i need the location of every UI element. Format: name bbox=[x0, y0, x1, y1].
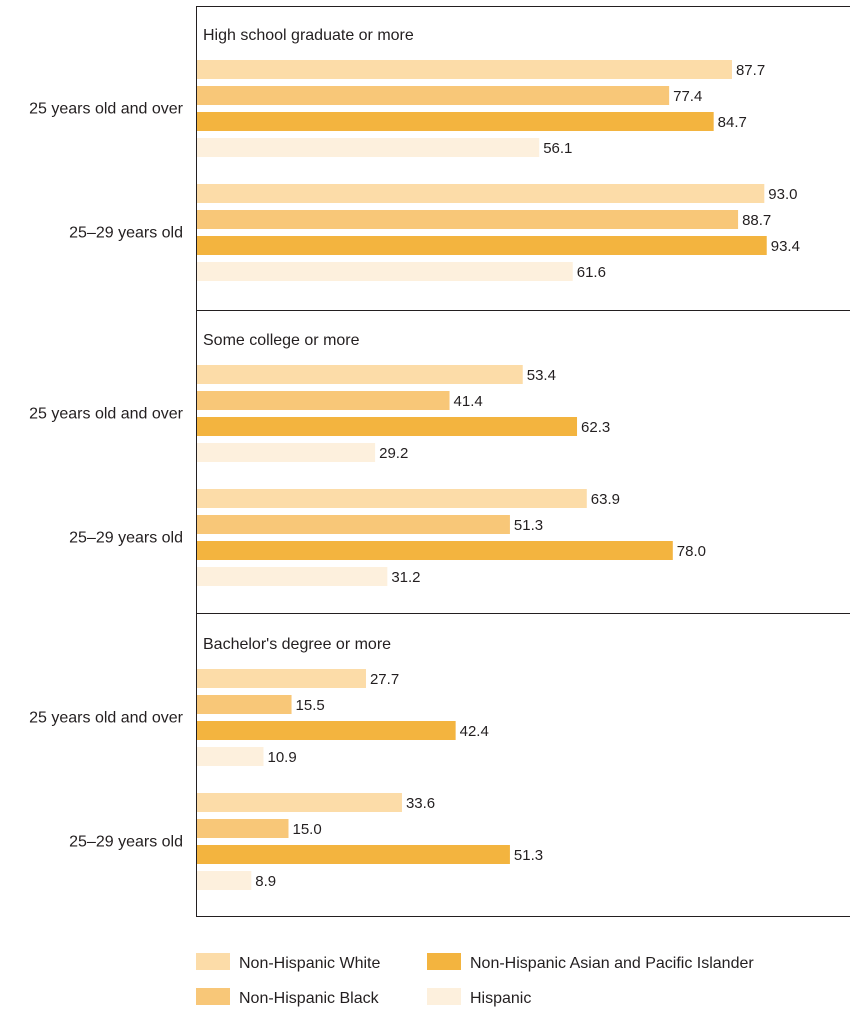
bar bbox=[197, 515, 510, 534]
bar bbox=[197, 391, 450, 410]
data-label: 61.6 bbox=[577, 264, 606, 281]
bar bbox=[197, 60, 732, 79]
group-label: 25–29 years old bbox=[69, 225, 183, 242]
bar bbox=[197, 210, 739, 229]
group-label: 25 years old and over bbox=[29, 406, 184, 423]
plot-frame bbox=[196, 6, 850, 917]
data-label: 51.3 bbox=[514, 847, 543, 864]
bar bbox=[197, 236, 767, 255]
bar bbox=[197, 365, 523, 384]
bar bbox=[197, 541, 673, 560]
bar bbox=[197, 695, 292, 714]
data-label: 63.9 bbox=[591, 491, 620, 508]
legend-label: Hispanic bbox=[470, 990, 531, 1007]
data-label: 93.0 bbox=[768, 186, 797, 203]
data-label: 27.7 bbox=[370, 671, 399, 688]
panel-title: High school graduate or more bbox=[203, 27, 414, 44]
bar bbox=[197, 86, 670, 105]
data-label: 77.4 bbox=[673, 88, 702, 105]
data-label: 29.2 bbox=[379, 445, 408, 462]
bar bbox=[197, 721, 456, 740]
data-label: 56.1 bbox=[543, 140, 572, 157]
data-label: 33.6 bbox=[406, 795, 435, 812]
bar bbox=[197, 112, 714, 131]
data-label: 42.4 bbox=[460, 723, 489, 740]
data-label: 87.7 bbox=[736, 62, 765, 79]
data-label: 51.3 bbox=[514, 517, 543, 534]
group-label: 25–29 years old bbox=[69, 530, 183, 547]
legend-swatch bbox=[427, 988, 461, 1005]
panel-title: Some college or more bbox=[203, 332, 360, 349]
bar bbox=[197, 819, 289, 838]
bar bbox=[197, 262, 573, 281]
bar bbox=[197, 669, 366, 688]
bar bbox=[197, 747, 264, 766]
data-label: 88.7 bbox=[742, 212, 771, 229]
data-label: 8.9 bbox=[255, 873, 276, 890]
bar bbox=[197, 417, 578, 436]
legend-swatch bbox=[196, 988, 230, 1005]
legend-label: Non-Hispanic White bbox=[239, 955, 380, 972]
legend-label: Non-Hispanic Black bbox=[239, 990, 380, 1007]
legend-swatch bbox=[196, 953, 230, 970]
bar bbox=[197, 489, 587, 508]
legend-swatch bbox=[427, 953, 461, 970]
data-label: 62.3 bbox=[581, 419, 610, 436]
bar bbox=[197, 567, 388, 586]
bar bbox=[197, 184, 765, 203]
legend-label: Non-Hispanic Asian and Pacific Islander bbox=[470, 955, 754, 972]
group-label: 25 years old and over bbox=[29, 101, 184, 118]
data-label: 10.9 bbox=[267, 749, 296, 766]
data-label: 41.4 bbox=[454, 393, 483, 410]
data-label: 84.7 bbox=[718, 114, 747, 131]
bar bbox=[197, 793, 402, 812]
data-label: 31.2 bbox=[391, 569, 420, 586]
data-label: 93.4 bbox=[771, 238, 800, 255]
bar bbox=[197, 138, 540, 157]
data-label: 15.5 bbox=[296, 697, 325, 714]
bar bbox=[197, 871, 252, 890]
data-label: 15.0 bbox=[293, 821, 322, 838]
bar bbox=[197, 845, 510, 864]
panel-title: Bachelor's degree or more bbox=[203, 636, 391, 653]
bar bbox=[197, 443, 376, 462]
data-label: 78.0 bbox=[677, 543, 706, 560]
data-label: 53.4 bbox=[527, 367, 556, 384]
group-label: 25 years old and over bbox=[29, 710, 184, 727]
group-label: 25–29 years old bbox=[69, 834, 183, 851]
